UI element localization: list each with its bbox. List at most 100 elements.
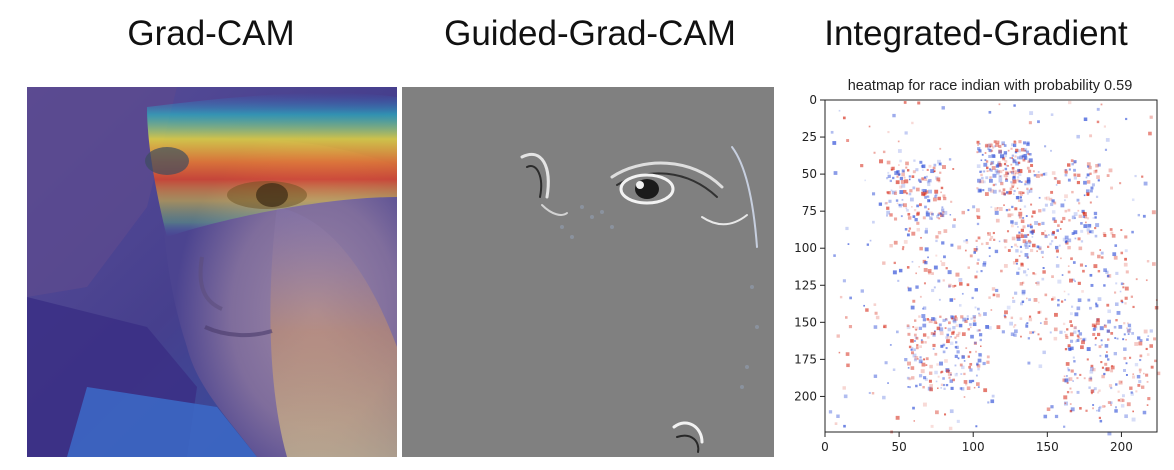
x-tick-label: 0	[821, 440, 829, 454]
attribution-speck	[1068, 377, 1073, 381]
attribution-speck	[1003, 204, 1005, 207]
attribution-speck	[1094, 234, 1098, 238]
attribution-speck	[1050, 113, 1054, 116]
attribution-speck	[1091, 323, 1096, 328]
attribution-speck	[916, 228, 921, 232]
attribution-speck	[842, 279, 846, 283]
attribution-speck	[1038, 209, 1042, 213]
attribution-speck	[1084, 265, 1087, 267]
attribution-speck	[1064, 173, 1068, 177]
attribution-speck	[1106, 329, 1110, 333]
attribution-speck	[1083, 117, 1088, 122]
attribution-speck	[998, 178, 1003, 183]
attribution-speck	[896, 170, 900, 174]
attribution-speck	[974, 275, 978, 279]
attribution-speck	[1097, 391, 1100, 394]
attribution-speck	[926, 195, 929, 198]
attribution-speck	[1095, 321, 1100, 326]
attribution-speck	[924, 247, 929, 252]
attribution-speck	[1136, 374, 1141, 379]
attribution-speck	[918, 265, 920, 268]
attribution-speck	[927, 182, 931, 187]
attribution-speck	[1083, 180, 1087, 185]
attribution-speck	[1059, 228, 1062, 230]
attribution-speck	[945, 267, 948, 270]
attribution-speck	[1016, 245, 1019, 248]
attribution-speck	[946, 333, 950, 337]
attribution-speck	[1124, 286, 1129, 291]
attribution-speck	[940, 383, 944, 387]
attribution-speck	[941, 241, 945, 245]
attribution-speck	[1003, 193, 1006, 196]
attribution-speck	[1024, 180, 1028, 184]
attribution-speck	[1119, 398, 1124, 403]
attribution-speck	[906, 325, 911, 330]
attribution-speck	[942, 318, 946, 322]
attribution-speck	[989, 145, 992, 148]
attribution-speck	[995, 143, 999, 147]
attribution-speck	[973, 316, 976, 319]
attribution-speck	[1120, 299, 1123, 303]
attribution-speck	[1023, 147, 1028, 152]
attribution-speck	[938, 323, 942, 327]
attribution-speck	[1020, 219, 1025, 224]
attribution-speck	[891, 190, 896, 195]
attribution-speck	[1094, 227, 1097, 230]
attribution-speck	[999, 170, 1003, 174]
attribution-speck	[894, 190, 898, 193]
attribution-speck	[1071, 190, 1074, 194]
attribution-speck	[1009, 187, 1013, 191]
attribution-speck	[1031, 230, 1035, 234]
attribution-speck	[977, 188, 982, 193]
attribution-speck	[982, 262, 987, 267]
attribution-speck	[882, 150, 886, 154]
attribution-speck	[839, 295, 843, 299]
attribution-speck	[1049, 197, 1053, 201]
attribution-speck	[1019, 245, 1022, 248]
attribution-speck	[1015, 258, 1019, 263]
attribution-speck	[1073, 360, 1076, 363]
attribution-speck	[959, 282, 963, 286]
attribution-speck	[913, 420, 916, 422]
attribution-speck	[1149, 115, 1153, 119]
attribution-speck	[1019, 282, 1024, 286]
attribution-speck	[929, 364, 933, 369]
attribution-speck	[1027, 160, 1031, 163]
attribution-speck	[918, 359, 923, 364]
attribution-speck	[1103, 234, 1107, 238]
attribution-speck	[925, 227, 928, 231]
attribution-speck	[871, 392, 875, 395]
attribution-speck	[886, 210, 891, 215]
attribution-speck	[1011, 143, 1014, 147]
attribution-speck	[1139, 371, 1142, 374]
attribution-speck	[1086, 162, 1091, 167]
attribution-speck	[1026, 180, 1031, 184]
attribution-speck	[1071, 162, 1074, 166]
attribution-speck	[1032, 243, 1036, 248]
attribution-speck	[932, 343, 936, 348]
attribution-speck	[911, 175, 915, 178]
attribution-speck	[910, 366, 915, 370]
attribution-speck	[893, 217, 898, 221]
attribution-speck	[952, 224, 956, 228]
attribution-speck	[1104, 362, 1108, 366]
attribution-speck	[987, 401, 990, 404]
attribution-speck	[896, 202, 899, 205]
attribution-speck	[887, 130, 890, 134]
attribution-speck	[1014, 243, 1017, 247]
attribution-speck	[889, 213, 893, 217]
attribution-speck	[1063, 375, 1066, 378]
attribution-speck	[956, 419, 960, 423]
attribution-speck	[934, 193, 938, 197]
attribution-speck	[907, 212, 911, 216]
attribution-speck	[976, 329, 979, 332]
attribution-speck	[1011, 185, 1015, 189]
attribution-speck	[990, 235, 994, 239]
attribution-speck	[1130, 392, 1134, 396]
attribution-speck	[1093, 170, 1097, 174]
attribution-speck	[1010, 213, 1014, 216]
attribution-speck	[933, 332, 936, 335]
attribution-speck	[1012, 143, 1017, 148]
attribution-speck	[1040, 173, 1043, 177]
attribution-speck	[1068, 168, 1071, 171]
